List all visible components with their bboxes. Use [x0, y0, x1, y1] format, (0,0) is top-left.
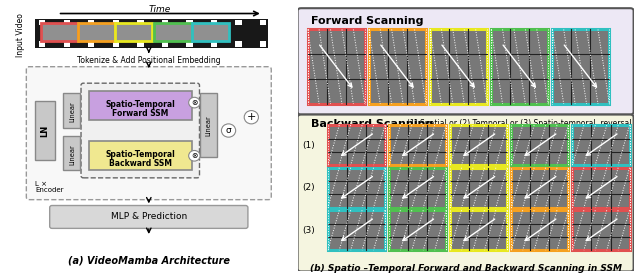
Bar [89, 91, 191, 120]
Bar [211, 42, 217, 47]
Text: (2): (2) [303, 183, 316, 192]
Bar [491, 29, 548, 104]
Text: MLP & Prediction: MLP & Prediction [111, 212, 187, 221]
Bar [186, 42, 193, 47]
FancyBboxPatch shape [50, 206, 248, 228]
Bar [450, 210, 508, 250]
Bar [89, 141, 191, 170]
Text: : (1) Spatial or (2) Temporal or (3) Spatio-temporal  reversal: : (1) Spatial or (2) Temporal or (3) Spa… [402, 119, 631, 127]
Circle shape [244, 111, 259, 124]
Text: (3): (3) [303, 226, 316, 235]
Bar [186, 20, 193, 25]
Bar [236, 42, 242, 47]
Bar [88, 20, 95, 25]
Bar [63, 42, 70, 47]
Text: Spatio-Temporal: Spatio-Temporal [106, 100, 175, 109]
Bar [35, 19, 268, 48]
Bar [511, 125, 568, 165]
Text: Forward SSM: Forward SSM [112, 109, 168, 118]
Polygon shape [200, 69, 257, 192]
Bar [552, 29, 609, 104]
Bar [328, 125, 385, 165]
Bar [88, 42, 95, 47]
Text: Time: Time [149, 5, 172, 14]
Text: Forward Scanning: Forward Scanning [311, 16, 424, 26]
Circle shape [221, 124, 236, 137]
Bar [328, 168, 385, 208]
Bar [389, 125, 446, 165]
Bar [260, 20, 266, 25]
Bar [191, 23, 228, 41]
Bar [211, 20, 217, 25]
Circle shape [189, 150, 200, 161]
Bar [63, 20, 70, 25]
Bar [63, 136, 81, 170]
Text: +: + [246, 112, 256, 122]
Text: σ: σ [226, 126, 232, 135]
Text: LN: LN [40, 124, 49, 137]
Text: (b) Spatio –Temporal Forward and Backward Scanning in SSM: (b) Spatio –Temporal Forward and Backwar… [310, 264, 621, 273]
Bar [450, 125, 508, 165]
Bar [35, 101, 55, 160]
Bar [450, 168, 508, 208]
Text: Input Video: Input Video [16, 13, 25, 57]
FancyBboxPatch shape [298, 115, 634, 271]
Bar [389, 210, 446, 250]
Text: Spatio-Temporal: Spatio-Temporal [106, 150, 175, 160]
Bar [389, 168, 446, 208]
Text: Backward Scanning: Backward Scanning [311, 119, 433, 129]
Bar [511, 168, 568, 208]
Bar [328, 210, 385, 250]
Bar [113, 20, 119, 25]
Text: (a) VideoMamba Architecture: (a) VideoMamba Architecture [68, 256, 230, 266]
Bar [200, 93, 217, 157]
Text: Encoder: Encoder [35, 187, 63, 193]
Bar [162, 42, 168, 47]
Bar [154, 23, 191, 41]
Bar [39, 20, 45, 25]
Text: ⊗: ⊗ [191, 151, 198, 160]
Bar [137, 42, 143, 47]
Text: Backward SSM: Backward SSM [109, 159, 172, 168]
Bar [40, 23, 77, 41]
Bar [572, 125, 630, 165]
FancyBboxPatch shape [81, 83, 200, 178]
Circle shape [189, 97, 200, 108]
Bar [308, 29, 365, 104]
Text: ⊗: ⊗ [191, 98, 198, 107]
Bar [63, 93, 81, 128]
Bar [511, 210, 568, 250]
FancyBboxPatch shape [26, 67, 271, 200]
Text: L ×: L × [35, 181, 47, 187]
Bar [113, 42, 119, 47]
Bar [369, 29, 426, 104]
Bar [572, 168, 630, 208]
Bar [572, 210, 630, 250]
Text: (1): (1) [303, 141, 316, 150]
Text: Tokenize & Add Positional Embedding: Tokenize & Add Positional Embedding [77, 56, 221, 65]
Bar [115, 23, 152, 41]
Text: Linear: Linear [69, 144, 75, 165]
FancyBboxPatch shape [298, 8, 634, 115]
Bar [77, 23, 115, 41]
Bar [137, 20, 143, 25]
Bar [39, 42, 45, 47]
Text: Linear: Linear [69, 102, 75, 122]
Bar [162, 20, 168, 25]
Bar [236, 20, 242, 25]
Bar [260, 42, 266, 47]
Bar [430, 29, 487, 104]
Text: Linear: Linear [205, 115, 212, 135]
